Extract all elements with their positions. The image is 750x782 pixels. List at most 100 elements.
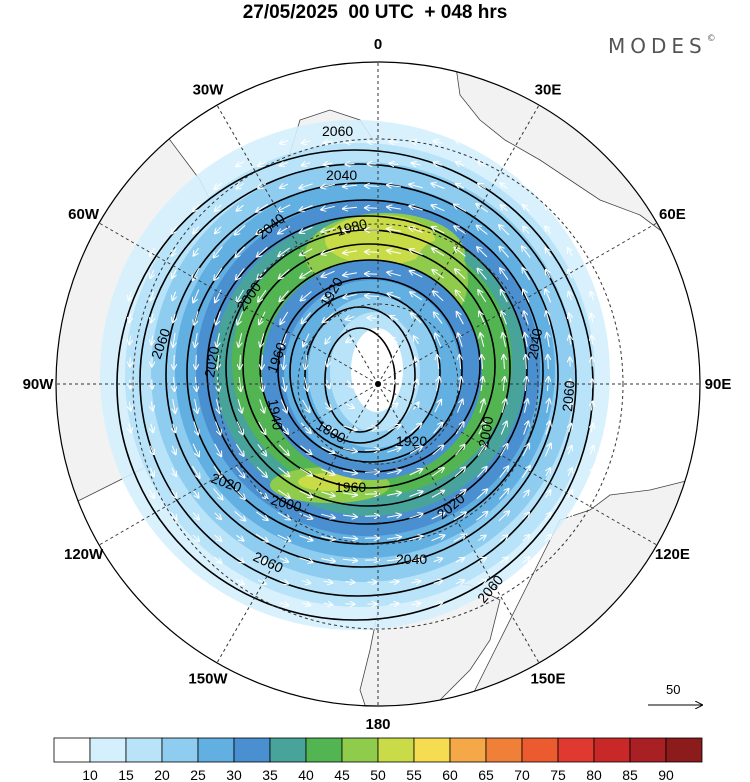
wind-vector [435,334,442,347]
wind-vector [500,444,508,457]
contour-line [277,277,463,463]
wind-vector [387,493,401,496]
contour-line [206,215,528,525]
wind-vector [454,490,465,499]
wind-vector [523,227,530,234]
wind-vector [234,511,246,520]
wind-vector [299,490,313,497]
wind-vector [409,558,423,561]
colorbar-swatch [413,737,451,763]
wind-vector [568,446,571,455]
wind-vector [567,226,574,234]
longitude-label: 120W [64,546,104,563]
wind-vector [256,466,267,477]
wind-vector [590,270,594,279]
wind-vector [409,184,423,188]
wind-vector [477,226,488,235]
wind-vector [502,399,506,413]
wind-vector [214,246,223,258]
wind-vector [544,535,551,542]
wind-vector [129,313,131,323]
wind-vector [260,333,265,346]
wind-vector [193,421,198,434]
wind-vector [322,270,335,276]
wind-vector [477,580,486,584]
colorbar-swatch [557,737,595,763]
wind-vector [591,336,592,345]
wind-vector [151,291,154,301]
wind-vector [299,467,312,475]
reference-vector-label: 50 [666,682,680,697]
colorbar-tick-label: 75 [550,767,566,782]
wind-vector [324,402,331,410]
wind-vector [569,402,571,411]
wind-vector [240,354,241,369]
wind-vector [368,318,377,319]
wind-vector [256,225,268,234]
copyright-mark: © [706,34,716,44]
wind-vector [214,512,221,519]
wind-vector [282,333,287,346]
wind-vector [568,270,572,279]
colorbar-tick-label: 50 [370,767,386,782]
wind-vector [302,163,311,166]
wind-vector [566,512,572,520]
wind-vector [591,314,593,323]
wind-vector [365,274,380,275]
wind-vector [301,603,311,605]
colorbar-swatch [341,737,379,763]
wind-vector [193,289,200,303]
wind-vector [476,204,488,213]
wind-vector [387,229,401,232]
wind-vector [327,357,329,367]
wind-vector [192,443,199,457]
wind-vector [346,317,355,320]
wind-vector [236,161,245,167]
wind-vector [387,470,401,473]
wind-vector [343,425,356,430]
wind-vector [433,581,443,584]
wind-vector [258,290,267,301]
latitude-circle [217,223,539,545]
wind-vector [545,226,552,234]
wind-vector [172,445,175,454]
wind-vector [343,449,357,452]
colorbar-tick-label: 30 [226,767,242,782]
colorbar-tick-label: 90 [658,767,674,782]
wind-vector [477,558,486,563]
wind-vector [547,333,549,347]
wind-vector [456,140,465,143]
wind-vector [568,248,573,257]
contour-label: 1940 [265,398,286,432]
wind-vector [431,491,444,498]
wind-vector [454,467,465,478]
wind-vector [255,533,268,541]
wind-vector [214,534,222,541]
wind-vector [476,512,488,521]
wind-vector [300,422,311,433]
colorbar: 10 15 20 25 30 35 40 45 50 55 60 65 70 75 80 85 90 [53,737,703,782]
wind-vector [173,333,175,347]
longitude-label: 0 [374,36,382,53]
wind-vector [546,468,550,477]
wind-vector [236,268,245,279]
wind-vector [300,248,313,256]
wind-vector [323,581,333,583]
wind-vector [283,354,284,369]
wind-vector [150,489,154,498]
wind-vector [343,229,357,231]
wind-vector [482,355,483,370]
wind-vector [365,296,380,297]
wind-vector [409,536,422,541]
wind-vector [456,400,462,413]
wind-vector [173,423,176,433]
wind-vector [389,604,399,605]
wind-vector [434,141,443,144]
wind-vector [321,249,335,254]
wind-vector [432,184,445,189]
colorbar-tick-label: 85 [622,767,638,782]
wind-vector [173,399,176,413]
wind-vector [174,354,175,369]
wind-vector [278,247,290,256]
wind-vector [476,489,487,500]
